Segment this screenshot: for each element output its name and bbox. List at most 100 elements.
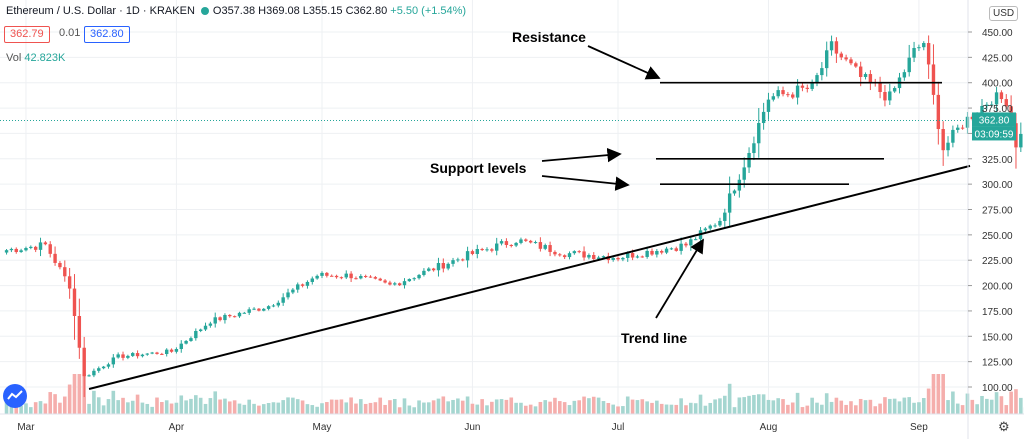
volume-bar (625, 396, 630, 414)
volume-bar (970, 399, 975, 414)
volume-bar (334, 399, 339, 414)
candle-body (315, 275, 319, 279)
candle-body (363, 276, 368, 278)
tradingview-logo-icon[interactable] (3, 384, 27, 408)
volume-bar (383, 404, 387, 414)
candle-body (630, 253, 635, 258)
candle-body (839, 53, 843, 58)
candle-body (397, 283, 402, 286)
candle-body (359, 276, 363, 279)
candle-body (97, 368, 101, 371)
candle-body (373, 277, 378, 279)
volume-bar (48, 392, 53, 414)
candle-body (587, 255, 591, 258)
candle-body (412, 278, 416, 280)
candle-body (266, 306, 271, 309)
volume-bar (514, 402, 518, 414)
volume-bar (737, 397, 742, 414)
volume-bar (591, 396, 596, 414)
candle-body (660, 251, 664, 253)
candle-body (242, 312, 247, 314)
volume-bar (325, 402, 329, 414)
volume-bar (553, 397, 557, 414)
price-tick-label: 325.00 (982, 155, 1013, 166)
candle-body (902, 72, 907, 78)
candle-body (402, 281, 407, 286)
candle-body (650, 250, 654, 255)
volume-bar (4, 401, 9, 414)
volume-bar (121, 397, 125, 414)
volume-bar (130, 400, 135, 414)
volume-bar (392, 398, 397, 414)
symbol-title[interactable]: Ethereum / U.S. Dollar · 1D · KRAKEN (6, 5, 195, 17)
candle-body (844, 57, 848, 60)
chart-grid (0, 0, 968, 414)
candle-body (553, 251, 557, 255)
candle-body (29, 246, 33, 249)
candle-body (621, 257, 625, 260)
volume-bar (902, 397, 907, 414)
candle-body (330, 275, 334, 277)
volume-bar (490, 401, 494, 414)
candle-body (174, 349, 179, 352)
gear-icon[interactable]: ⚙ (998, 419, 1010, 434)
candle-body (936, 94, 941, 130)
candle-body (461, 259, 465, 261)
candle-body (800, 85, 805, 88)
volume-bar (941, 374, 945, 414)
candle-body (655, 251, 659, 255)
volume-legend: Vol 42.823K (6, 52, 65, 64)
volume-bar (985, 398, 989, 414)
candle-body (926, 43, 931, 65)
volume-bar (77, 374, 82, 414)
chart-header: Ethereum / U.S. Dollar · 1D · KRAKEN O357… (6, 5, 466, 17)
volume-bar (198, 397, 203, 414)
buy-price-button[interactable]: 362.80 (84, 26, 130, 43)
candle-body (635, 256, 640, 258)
time-tick-label: Apr (169, 422, 185, 433)
candle-body (791, 94, 795, 98)
candle-body (723, 212, 727, 221)
volume-bar (378, 397, 383, 414)
currency-button[interactable]: USD (989, 6, 1019, 21)
volume-bar (708, 402, 713, 414)
volume-bar (562, 402, 567, 414)
eye-icon[interactable] (200, 7, 209, 15)
candle-body (829, 41, 834, 51)
candle-body (334, 275, 339, 278)
support-resistance-lines (656, 81, 942, 185)
volume-bar (446, 401, 450, 414)
candle-body (320, 272, 324, 276)
candle-body (179, 343, 183, 350)
candle-body (101, 366, 106, 369)
time-axis[interactable]: MarAprMayJunJulAugSepOct (17, 422, 1024, 433)
volume-bar (38, 401, 43, 414)
volume-bar (62, 396, 67, 414)
candle-body (781, 90, 785, 95)
volume-bar (150, 406, 154, 414)
candle-body (286, 292, 290, 298)
volume-bar (824, 393, 829, 414)
candle-body (577, 251, 581, 253)
volume-bar (126, 402, 130, 414)
volume-bar (659, 403, 664, 414)
candle-body (718, 220, 722, 226)
candle-body (999, 92, 1004, 100)
sell-price-button[interactable]: 362.79 (4, 26, 50, 43)
volume-bar (257, 405, 261, 414)
price-change: +5.50 (+1.54%) (390, 5, 467, 17)
candle-body (271, 305, 276, 307)
candle-body (490, 249, 494, 251)
price-tick-label: 150.00 (982, 332, 1013, 343)
candle-body (431, 268, 436, 271)
volume-bar (29, 407, 33, 414)
volume-bar (189, 398, 193, 414)
candle-body (228, 314, 232, 317)
volume-bar (465, 396, 470, 414)
candle-body (834, 41, 839, 54)
volume-bar (810, 397, 814, 414)
candle-body (951, 129, 955, 143)
volume-bar (208, 398, 213, 414)
volume-bar (320, 403, 324, 414)
